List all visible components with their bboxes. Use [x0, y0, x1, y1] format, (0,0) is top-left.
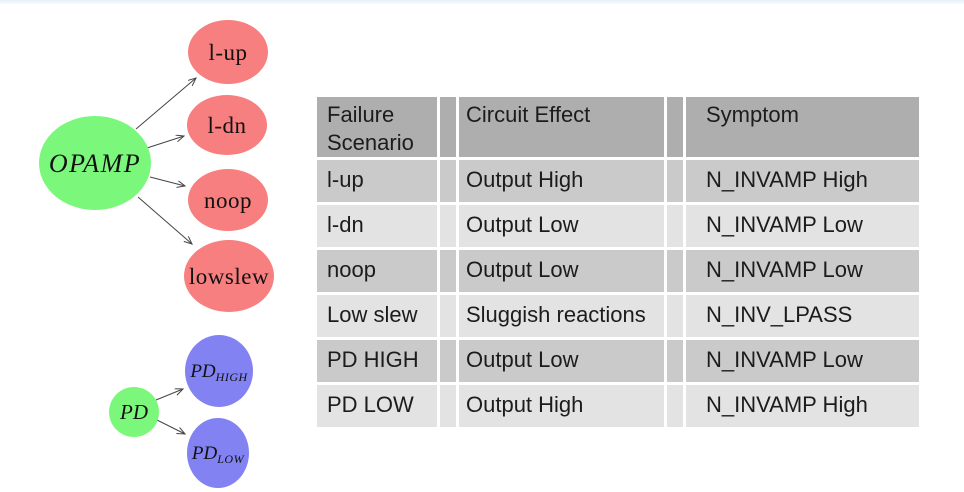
cell-circuit-effect: Output High [459, 160, 664, 202]
column-header-symptom: Symptom [686, 97, 919, 157]
failure-node-ldn-label: l-dn [207, 113, 246, 138]
cell-failure-scenario: l-dn [317, 205, 437, 247]
cell-circuit-effect: Output Low [459, 205, 664, 247]
cell-failure-scenario: noop [317, 250, 437, 292]
fault-tree-diagram: OPAMP l-up l-dn noop lowslew PD PDHIGH P… [39, 20, 274, 488]
edge-opamp-lowslew [137, 196, 192, 244]
pd-high-node-label: PDHIGH [189, 361, 248, 384]
spacer-cell [667, 250, 683, 292]
spacer-cell [667, 385, 683, 427]
spacer-cell [440, 160, 456, 202]
spacer-cell [440, 295, 456, 337]
spacer-cell [440, 340, 456, 382]
table-row: noop Output Low N_INVAMP Low [317, 250, 919, 292]
cell-circuit-effect: Output Low [459, 250, 664, 292]
edge-pd-pdlow [156, 419, 185, 434]
cell-symptom: N_INVAMP Low [686, 205, 919, 247]
table-row: PD LOW Output High N_INVAMP High [317, 385, 919, 427]
pd-low-node-label: PDLOW [191, 443, 245, 466]
cell-symptom: N_INVAMP High [686, 160, 919, 202]
table-row: l-dn Output Low N_INVAMP Low [317, 205, 919, 247]
header-spacer-cell [440, 97, 456, 157]
cell-symptom: N_INVAMP Low [686, 340, 919, 382]
spacer-cell [667, 205, 683, 247]
header-spacer-cell [667, 97, 683, 157]
pd-low-node [187, 418, 249, 488]
column-header-failure-scenario: Failure Scenario [317, 97, 437, 157]
failure-symptom-table: Failure Scenario Circuit Effect Symptom … [314, 94, 922, 430]
spacer-cell [667, 160, 683, 202]
opamp-node [39, 116, 151, 210]
cell-failure-scenario: PD LOW [317, 385, 437, 427]
spacer-cell [440, 250, 456, 292]
spacer-cell [667, 295, 683, 337]
failure-node-lup [188, 20, 268, 84]
cell-failure-scenario: l-up [317, 160, 437, 202]
cell-circuit-effect: Output High [459, 385, 664, 427]
failure-node-ldn [187, 95, 267, 155]
pd-high-node [185, 335, 253, 407]
failure-node-noop-label: noop [204, 188, 252, 213]
cell-symptom: N_INVAMP High [686, 385, 919, 427]
failure-node-lowslew [184, 240, 274, 312]
pd-node [109, 387, 159, 437]
table-row: Low slew Sluggish reactions N_INV_LPASS [317, 295, 919, 337]
edge-pd-pdhigh [155, 389, 183, 401]
edge-opamp-noop [149, 176, 185, 186]
opamp-node-label: OPAMP [49, 149, 141, 178]
cell-circuit-effect: Output Low [459, 340, 664, 382]
failure-node-lowslew-label: lowslew [189, 264, 269, 289]
table-header-row: Failure Scenario Circuit Effect Symptom [317, 97, 919, 157]
column-header-circuit-effect: Circuit Effect [459, 97, 664, 157]
failure-node-lup-label: l-up [208, 40, 247, 65]
table-row: l-up Output High N_INVAMP High [317, 160, 919, 202]
cell-failure-scenario: Low slew [317, 295, 437, 337]
cell-failure-scenario: PD HIGH [317, 340, 437, 382]
spacer-cell [667, 340, 683, 382]
spacer-cell [440, 205, 456, 247]
cell-symptom: N_INVAMP Low [686, 250, 919, 292]
failure-node-noop [188, 169, 268, 231]
pd-node-label: PD [119, 400, 148, 424]
edge-opamp-lup [135, 78, 196, 130]
window-top-edge [0, 0, 964, 4]
cell-symptom: N_INV_LPASS [686, 295, 919, 337]
table-row: PD HIGH Output Low N_INVAMP Low [317, 340, 919, 382]
cell-circuit-effect: Sluggish reactions [459, 295, 664, 337]
spacer-cell [440, 385, 456, 427]
edge-opamp-ldn [146, 136, 184, 149]
